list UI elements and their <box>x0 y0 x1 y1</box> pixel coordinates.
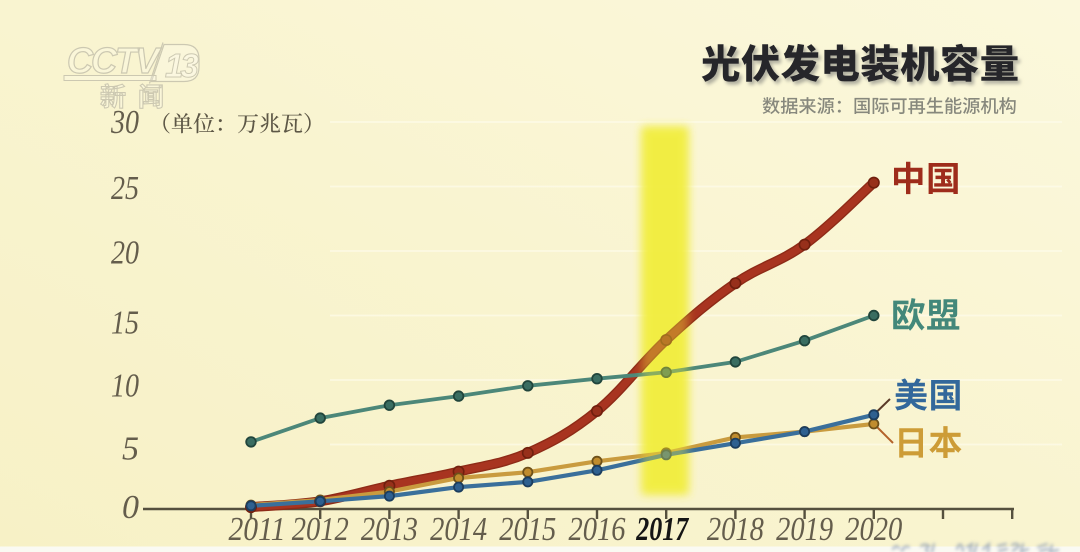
svg-text:2015: 2015 <box>499 511 556 548</box>
svg-text:13: 13 <box>165 47 198 84</box>
svg-text:5: 5 <box>122 431 139 468</box>
svg-text:20: 20 <box>111 235 139 272</box>
svg-text:2012: 2012 <box>292 511 349 548</box>
svg-text:15: 15 <box>111 305 139 342</box>
svg-text:CCTV: CCTV <box>67 40 162 81</box>
svg-text:10: 10 <box>111 368 139 405</box>
svg-text:2013: 2013 <box>361 511 418 548</box>
svg-text:2011: 2011 <box>229 511 286 548</box>
svg-text:2018: 2018 <box>707 511 764 548</box>
svg-text:0: 0 <box>122 489 139 526</box>
svg-text:30: 30 <box>110 104 139 141</box>
svg-text:2014: 2014 <box>430 511 487 548</box>
svg-text:25: 25 <box>111 170 139 207</box>
svg-text:2019: 2019 <box>776 511 833 548</box>
svg-text:2017: 2017 <box>635 511 689 548</box>
svg-text:2016: 2016 <box>569 511 626 548</box>
svg-text:2020: 2020 <box>845 511 902 548</box>
